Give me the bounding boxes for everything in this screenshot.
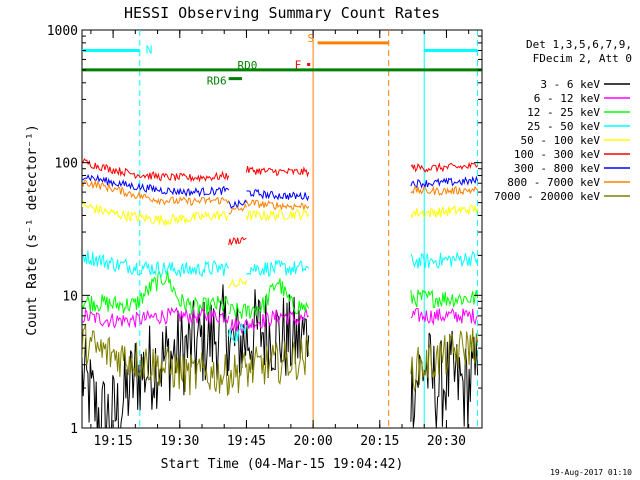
legend-label: 12 - 25 keV (527, 106, 600, 119)
series-trace (228, 203, 247, 215)
y-tick-label: 10 (62, 289, 78, 304)
x-tick-label: 20:30 (427, 434, 466, 449)
series-7 (82, 179, 478, 215)
series-trace (228, 278, 310, 319)
series-layer (82, 157, 479, 428)
series-trace (82, 250, 230, 278)
annotations-layer: N SF RD6 RD0 (82, 30, 482, 428)
flag-label: N (146, 44, 153, 57)
series-trace (245, 166, 310, 178)
plot-frame (81, 29, 483, 429)
legend-header: FDecim 2, Att 0 (533, 52, 632, 65)
series-2 (82, 270, 479, 319)
series-trace (228, 322, 247, 345)
x-tick-label: 19:30 (160, 434, 199, 449)
flag-label: RD6 (207, 75, 227, 88)
series-trace (82, 284, 230, 428)
series-trace (82, 173, 230, 198)
series-trace (246, 188, 310, 202)
y-axis-label: Count Rate (s⁻¹ detector⁻¹) (25, 124, 40, 335)
series-trace (228, 236, 247, 246)
series-trace (410, 185, 478, 196)
series-trace (82, 270, 230, 316)
legend-label: 25 - 50 keV (527, 120, 600, 133)
series-5 (82, 157, 478, 246)
series-4 (82, 200, 479, 289)
series-trace (410, 161, 478, 173)
y-tick-label: 1 (70, 422, 78, 437)
chart-title: HESSI Observing Summary Count Rates (124, 4, 440, 22)
series-trace (82, 200, 230, 226)
series-trace (82, 323, 230, 396)
x-tick-label: 20:15 (360, 434, 399, 449)
legend-header: Det 1,3,5,6,7,9, (526, 38, 632, 51)
series-trace (228, 277, 247, 289)
flare-flag-marker (307, 62, 311, 66)
series-trace (410, 289, 479, 309)
flag-label: F (295, 58, 302, 71)
x-tick-label: 19:45 (227, 434, 266, 449)
series-trace (410, 175, 479, 189)
y-tick-label: 100 (55, 157, 78, 172)
series-3 (82, 250, 479, 345)
legend-label: 100 - 300 keV (514, 148, 600, 161)
legend-label: 3 - 6 keV (540, 78, 600, 91)
series-trace (410, 328, 479, 393)
legend: Det 1,3,5,6,7,9,FDecim 2, Att 0 3 - 6 keV… (494, 38, 632, 203)
axes-layer: 19:15 19:30 19:45 20:00 20:15 20:30 1 10 100 1000 (47, 24, 482, 449)
series-trace (82, 306, 230, 329)
series-trace (228, 289, 310, 379)
legend-label: 300 - 800 keV (514, 162, 600, 175)
y-tick-label: 1000 (47, 24, 78, 39)
series-1 (82, 306, 479, 334)
series-trace (410, 204, 479, 220)
series-trace (82, 179, 230, 206)
legend-label: 50 - 100 keV (521, 134, 601, 147)
legend-label: 6 - 12 keV (534, 92, 601, 105)
series-trace (228, 307, 309, 334)
flag-label: RD0 (238, 59, 258, 72)
series-trace (82, 157, 230, 183)
series-trace (245, 207, 310, 222)
series-trace (245, 199, 310, 210)
series-trace (410, 250, 479, 269)
x-tick-label: 19:15 (94, 434, 133, 449)
flag-label: S (308, 32, 315, 45)
series-6 (82, 173, 479, 210)
timestamp: 19-Aug-2017 01:10 (550, 468, 632, 477)
legend-label: 7000 - 20000 keV (494, 190, 600, 203)
x-axis-label: Start Time (04-Mar-15 19:04:42) (161, 457, 404, 472)
series-trace (228, 336, 310, 395)
series-trace (246, 260, 310, 277)
series-trace (410, 307, 479, 326)
x-tick-label: 20:00 (294, 434, 333, 449)
legend-label: 800 - 7000 keV (507, 176, 600, 189)
series-8 (82, 323, 479, 396)
